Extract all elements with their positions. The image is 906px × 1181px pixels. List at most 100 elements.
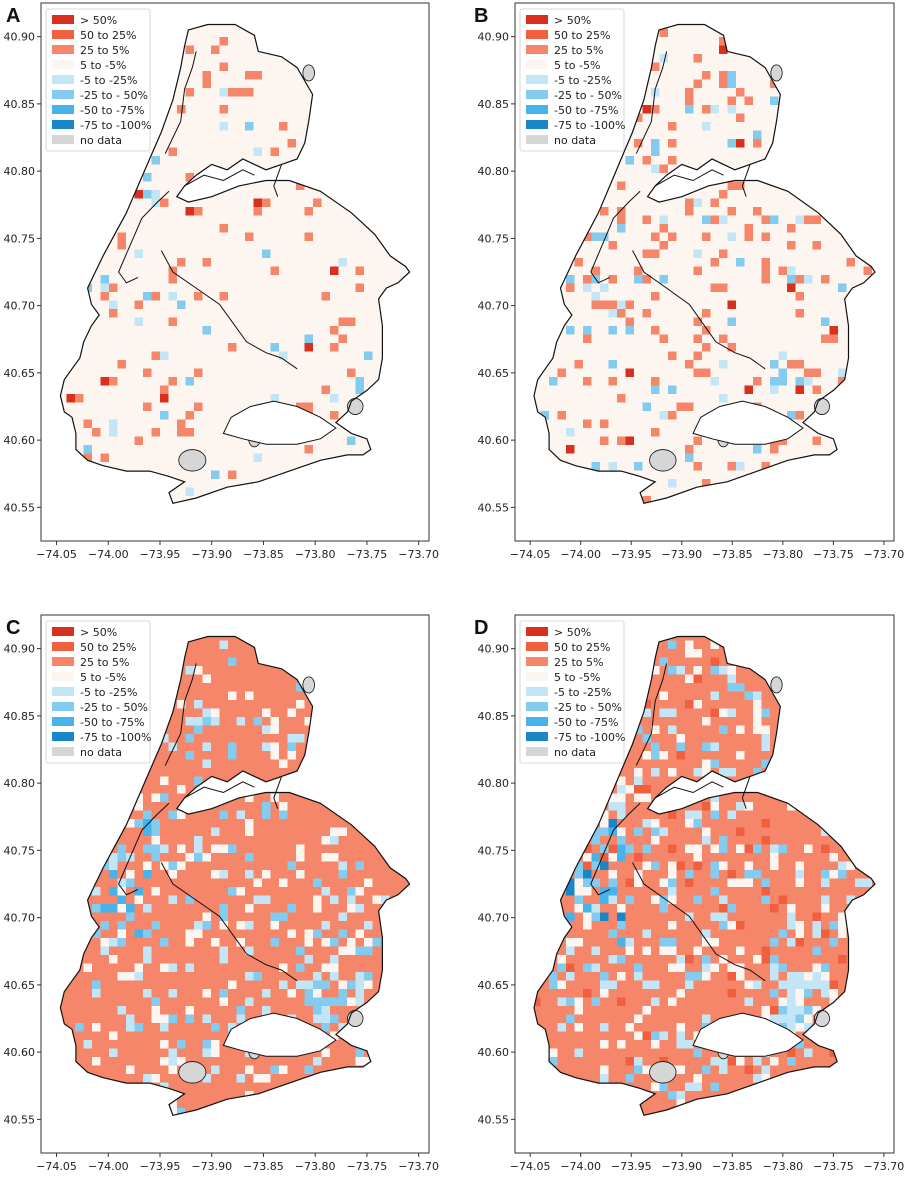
grid-cell: [262, 198, 271, 207]
grid-cell: [761, 1006, 770, 1015]
grid-cell: [727, 870, 736, 879]
grid-cell: [727, 904, 736, 913]
grid-cell: [710, 1082, 719, 1091]
grid-cell: [168, 870, 177, 879]
borough-boundary: [273, 164, 283, 197]
grid-cell: [651, 827, 660, 836]
grid-cell: [753, 844, 762, 853]
x-tick-label: −73.90: [191, 1160, 232, 1173]
grid-cell: [211, 827, 220, 836]
grid-cell: [761, 725, 770, 734]
grid-cell: [795, 861, 804, 870]
grid-cell: [600, 912, 609, 921]
grid-cell: [642, 1006, 651, 1015]
grid-cell: [642, 156, 651, 165]
legend-label: -5 to -25%: [554, 74, 611, 87]
grid-cell: [651, 385, 660, 394]
panel-a: A −74.05 −74.00 −73.95 −73.90 −73.85 −73.80 −73…: [4, 2, 439, 561]
grid-cell: [608, 819, 617, 828]
grid-cell: [829, 989, 838, 998]
grid-cell: [177, 700, 186, 709]
grid-cell: [160, 861, 169, 870]
grid-cell: [863, 878, 872, 887]
grid-cell: [160, 411, 169, 420]
grid-cell: [795, 1023, 804, 1032]
grid-cell: [702, 963, 711, 972]
grid-cell: [600, 419, 609, 428]
grid-cell: [600, 861, 609, 870]
grid-cell: [744, 96, 753, 105]
grid-cell: [651, 1040, 660, 1049]
grid-cell: [304, 955, 313, 964]
grid-cell: [338, 861, 347, 870]
grid-cell: [160, 1014, 169, 1023]
grid-cell: [151, 1006, 160, 1015]
grid-cell: [583, 334, 592, 343]
grid-cell: [634, 972, 643, 981]
grid-cell: [821, 963, 830, 972]
grid-cell: [313, 1006, 322, 1015]
grid-cell: [770, 1006, 779, 1015]
grid-cell: [702, 479, 711, 488]
grid-cell: [795, 275, 804, 284]
y-tick-label: 40.90: [4, 643, 36, 656]
y-tick-label: 40.90: [4, 31, 36, 44]
grid-cell: [194, 853, 203, 862]
grid-cell: [583, 326, 592, 335]
grid-cell: [727, 1057, 736, 1066]
grid-cell: [100, 377, 109, 386]
grid-cell: [583, 283, 592, 292]
grid-cell: [262, 742, 271, 751]
grid-cell: [838, 368, 847, 377]
grid-cell: [287, 861, 296, 870]
grid-cell: [151, 887, 160, 896]
grid-cell: [608, 377, 617, 386]
grid-cell: [787, 912, 796, 921]
grid-cell: [702, 827, 711, 836]
legend-swatch: [526, 627, 548, 636]
grid-cell: [591, 836, 600, 845]
grid-cell: [829, 921, 838, 930]
grid-cell: [262, 725, 271, 734]
grid-cell: [753, 708, 762, 717]
grid-cell: [600, 1065, 609, 1074]
grid-cell: [109, 904, 118, 913]
legend-box: [45, 620, 151, 764]
grid-cell: [702, 71, 711, 80]
grid-cell: [744, 691, 753, 700]
grid-cell: [574, 887, 583, 896]
grid-cell: [753, 725, 762, 734]
grid-cell: [330, 836, 339, 845]
grid-cell: [719, 912, 728, 921]
grid-cell: [202, 71, 211, 80]
legend-box: [519, 8, 625, 152]
grid-cell: [744, 997, 753, 1006]
legend-label: -75 to -100%: [554, 731, 625, 744]
grid-cell: [659, 946, 668, 955]
grid-cell: [228, 980, 237, 989]
grid-cell: [574, 1048, 583, 1057]
x-tick-label: −73.85: [712, 548, 753, 561]
grid-cell: [591, 853, 600, 862]
grid-cell: [617, 309, 626, 318]
grid-cell: [117, 938, 126, 947]
grid-cell: [617, 912, 626, 921]
grid-cell: [270, 394, 279, 403]
grid-cell: [625, 436, 634, 445]
grid-cell: [202, 326, 211, 335]
borough-boundary: [590, 271, 611, 284]
legend-swatch: [526, 90, 548, 99]
grid-cell: [804, 844, 813, 853]
grid-cell: [151, 156, 160, 165]
grid-cell: [642, 215, 651, 224]
grid-cell: [770, 1057, 779, 1066]
grid-cell: [625, 300, 634, 309]
borough-boundary: [590, 883, 611, 896]
grid-cell: [211, 470, 220, 479]
grid-cell: [608, 870, 617, 879]
grid-cell: [676, 1099, 685, 1108]
legend-label: -75 to -100%: [80, 119, 151, 132]
grid-cell: [761, 878, 770, 887]
grid-cell: [787, 360, 796, 369]
borough-boundary: [654, 169, 724, 187]
